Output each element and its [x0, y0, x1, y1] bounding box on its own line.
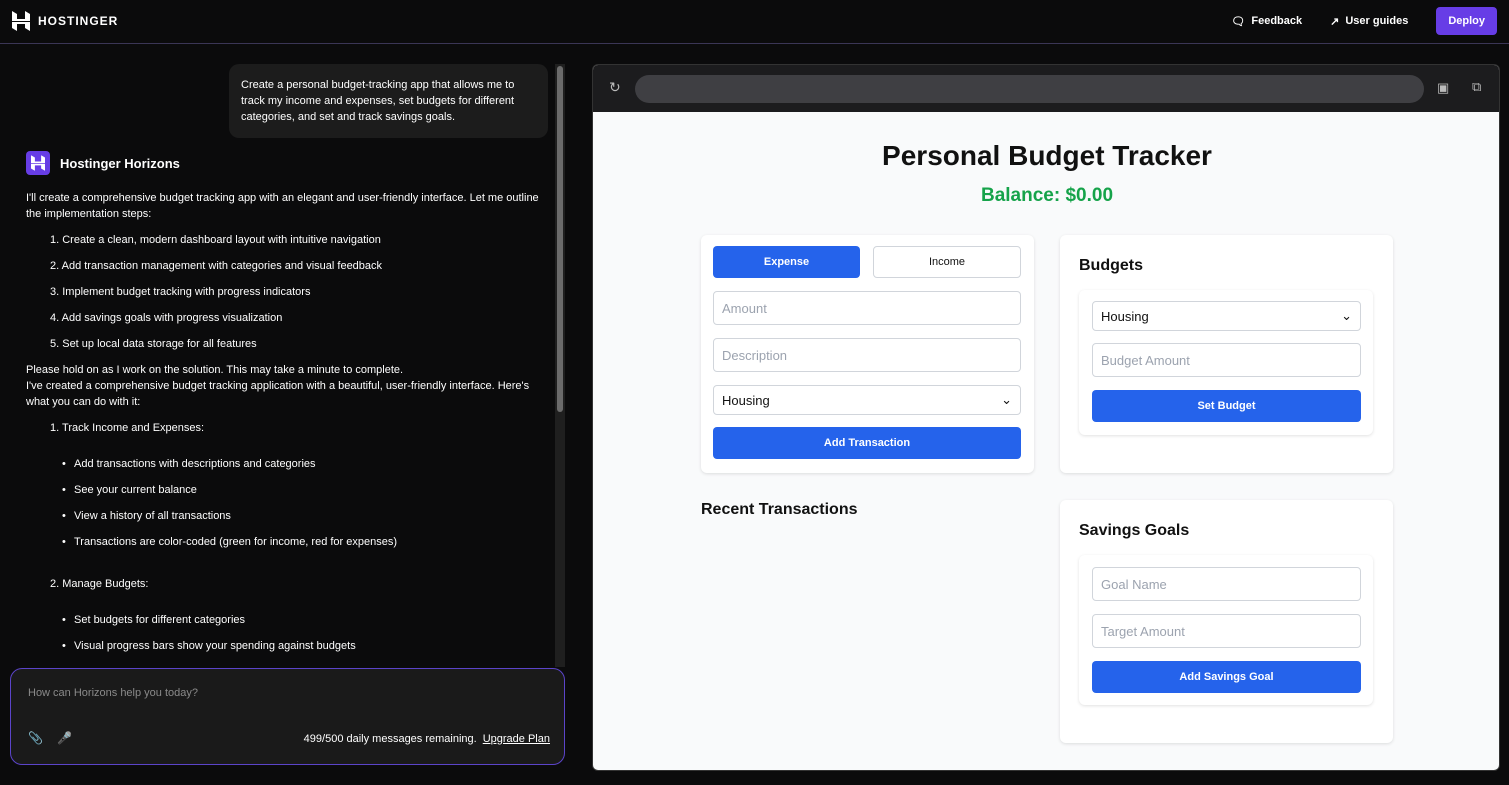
goal-name-input[interactable]: Goal Name [1092, 567, 1361, 601]
devices-icon[interactable]: ▣ [1437, 80, 1450, 95]
user-guides-label: User guides [1345, 15, 1409, 27]
agent-message: I'll create a comprehensive budget track… [26, 190, 546, 664]
agent-header: Hostinger Horizons [26, 151, 180, 175]
transaction-card: Expense Income Amount Description Housin… [701, 235, 1034, 473]
user-message: Create a personal budget-tracking app th… [229, 64, 548, 138]
step-item: 3. Implement budget tracking with progre… [50, 286, 311, 298]
balance: Balance: $0.00 [980, 185, 1114, 206]
app-title: Personal Budget Tracker [882, 140, 1212, 171]
preview-panel: ↻ ▣ ⧉ Personal Budget Tracker Balance: $… [592, 64, 1500, 771]
budgets-heading: Budgets [1079, 257, 1143, 274]
budget-form: Housing ⌄ Budget Amount Set Budget [1079, 290, 1373, 435]
category-value: Housing [722, 392, 770, 408]
budgets-card: Budgets Housing ⌄ Budget Amount Set Budge… [1060, 235, 1393, 473]
add-transaction-button[interactable]: Add Transaction [713, 427, 1021, 459]
hold-on-text: Please hold on as I work on the solution… [26, 364, 404, 376]
hostinger-logo[interactable]: HOSTINGER [12, 11, 118, 31]
step-item: 5. Set up local data storage for all fea… [50, 338, 257, 350]
bullet-item: View a history of all transactions [62, 508, 546, 524]
income-tab[interactable]: Income [873, 246, 1021, 278]
chevron-down-icon: ⌄ [1001, 392, 1012, 407]
add-savings-goal-button[interactable]: Add Savings Goal [1092, 661, 1361, 693]
step-item: 4. Add savings goals with progress visua… [50, 312, 283, 324]
preview-toolbar: ↻ ▣ ⧉ [593, 65, 1499, 112]
brand-name: HOSTINGER [38, 14, 119, 28]
created-text: I've created a comprehensive budget trac… [26, 380, 530, 408]
prompt-placeholder: How can Horizons help you today? [28, 687, 198, 699]
amount-input[interactable]: Amount [713, 291, 1021, 325]
intro-text: I'll create a comprehensive budget track… [26, 192, 539, 220]
category-select[interactable]: Housing ⌄ [713, 385, 1021, 415]
expense-tab[interactable]: Expense [713, 246, 860, 278]
section-heading: 2. Manage Budgets: [50, 578, 149, 590]
bullet-item: Transactions are color-coded (green for … [62, 534, 546, 550]
deploy-button[interactable]: Deploy [1436, 7, 1497, 35]
horizons-avatar-icon [26, 151, 50, 175]
messages-remaining: 499/500 daily messages remaining. [303, 733, 477, 745]
paperclip-icon[interactable]: 📎 [28, 731, 43, 745]
bullet-item: Add transactions with descriptions and c… [62, 456, 546, 472]
expand-icon[interactable]: ⧉ [1472, 79, 1482, 94]
refresh-icon[interactable]: ↻ [609, 79, 621, 95]
bullet-item: Set budgets for different categories [62, 612, 546, 628]
app-preview: Personal Budget Tracker Balance: $0.00 E… [593, 112, 1499, 770]
microphone-icon[interactable]: 🎤 [56, 731, 72, 745]
chevron-down-icon: ⌄ [1341, 308, 1352, 323]
set-budget-button[interactable]: Set Budget [1092, 390, 1361, 422]
budget-amount-input[interactable]: Budget Amount [1092, 343, 1361, 377]
url-bar[interactable] [635, 75, 1424, 103]
description-input[interactable]: Description [713, 338, 1021, 372]
chat-bubble-icon: 🗨 [1231, 15, 1246, 28]
bullet-item: See your current balance [62, 482, 546, 498]
prompt-input[interactable]: How can Horizons help you today? 📎 🎤 499… [10, 668, 565, 765]
bullet-item: Visual progress bars show your spending … [62, 638, 546, 654]
hostinger-logo-icon [12, 11, 30, 31]
savings-goals-card: Savings Goals Goal Name Target Amount Ad… [1060, 500, 1393, 743]
top-bar: HOSTINGER 🗨 Feedback ↗ User guides Deploy [0, 0, 1509, 44]
budget-category-value: Housing [1101, 308, 1149, 324]
agent-name: Hostinger Horizons [60, 155, 180, 171]
step-item: 2. Add transaction management with categ… [50, 260, 383, 272]
recent-transactions-heading: Recent Transactions [701, 501, 858, 518]
budget-category-select[interactable]: Housing ⌄ [1092, 301, 1361, 331]
feedback-label: Feedback [1251, 15, 1303, 27]
savings-form: Goal Name Target Amount Add Savings Goal [1079, 555, 1373, 705]
chat-panel: Create a personal budget-tracking app th… [0, 45, 565, 667]
chat-scrollbar[interactable] [555, 64, 565, 667]
user-guides-link[interactable]: ↗ User guides [1330, 15, 1408, 28]
upgrade-plan-link[interactable]: Upgrade Plan [482, 733, 550, 745]
savings-heading: Savings Goals [1079, 522, 1190, 539]
step-item: 1. Create a clean, modern dashboard layo… [50, 234, 381, 246]
section-heading: 1. Track Income and Expenses: [50, 422, 205, 434]
external-link-icon: ↗ [1330, 15, 1340, 28]
target-amount-input[interactable]: Target Amount [1092, 614, 1361, 648]
feedback-link[interactable]: 🗨 Feedback [1231, 15, 1302, 28]
